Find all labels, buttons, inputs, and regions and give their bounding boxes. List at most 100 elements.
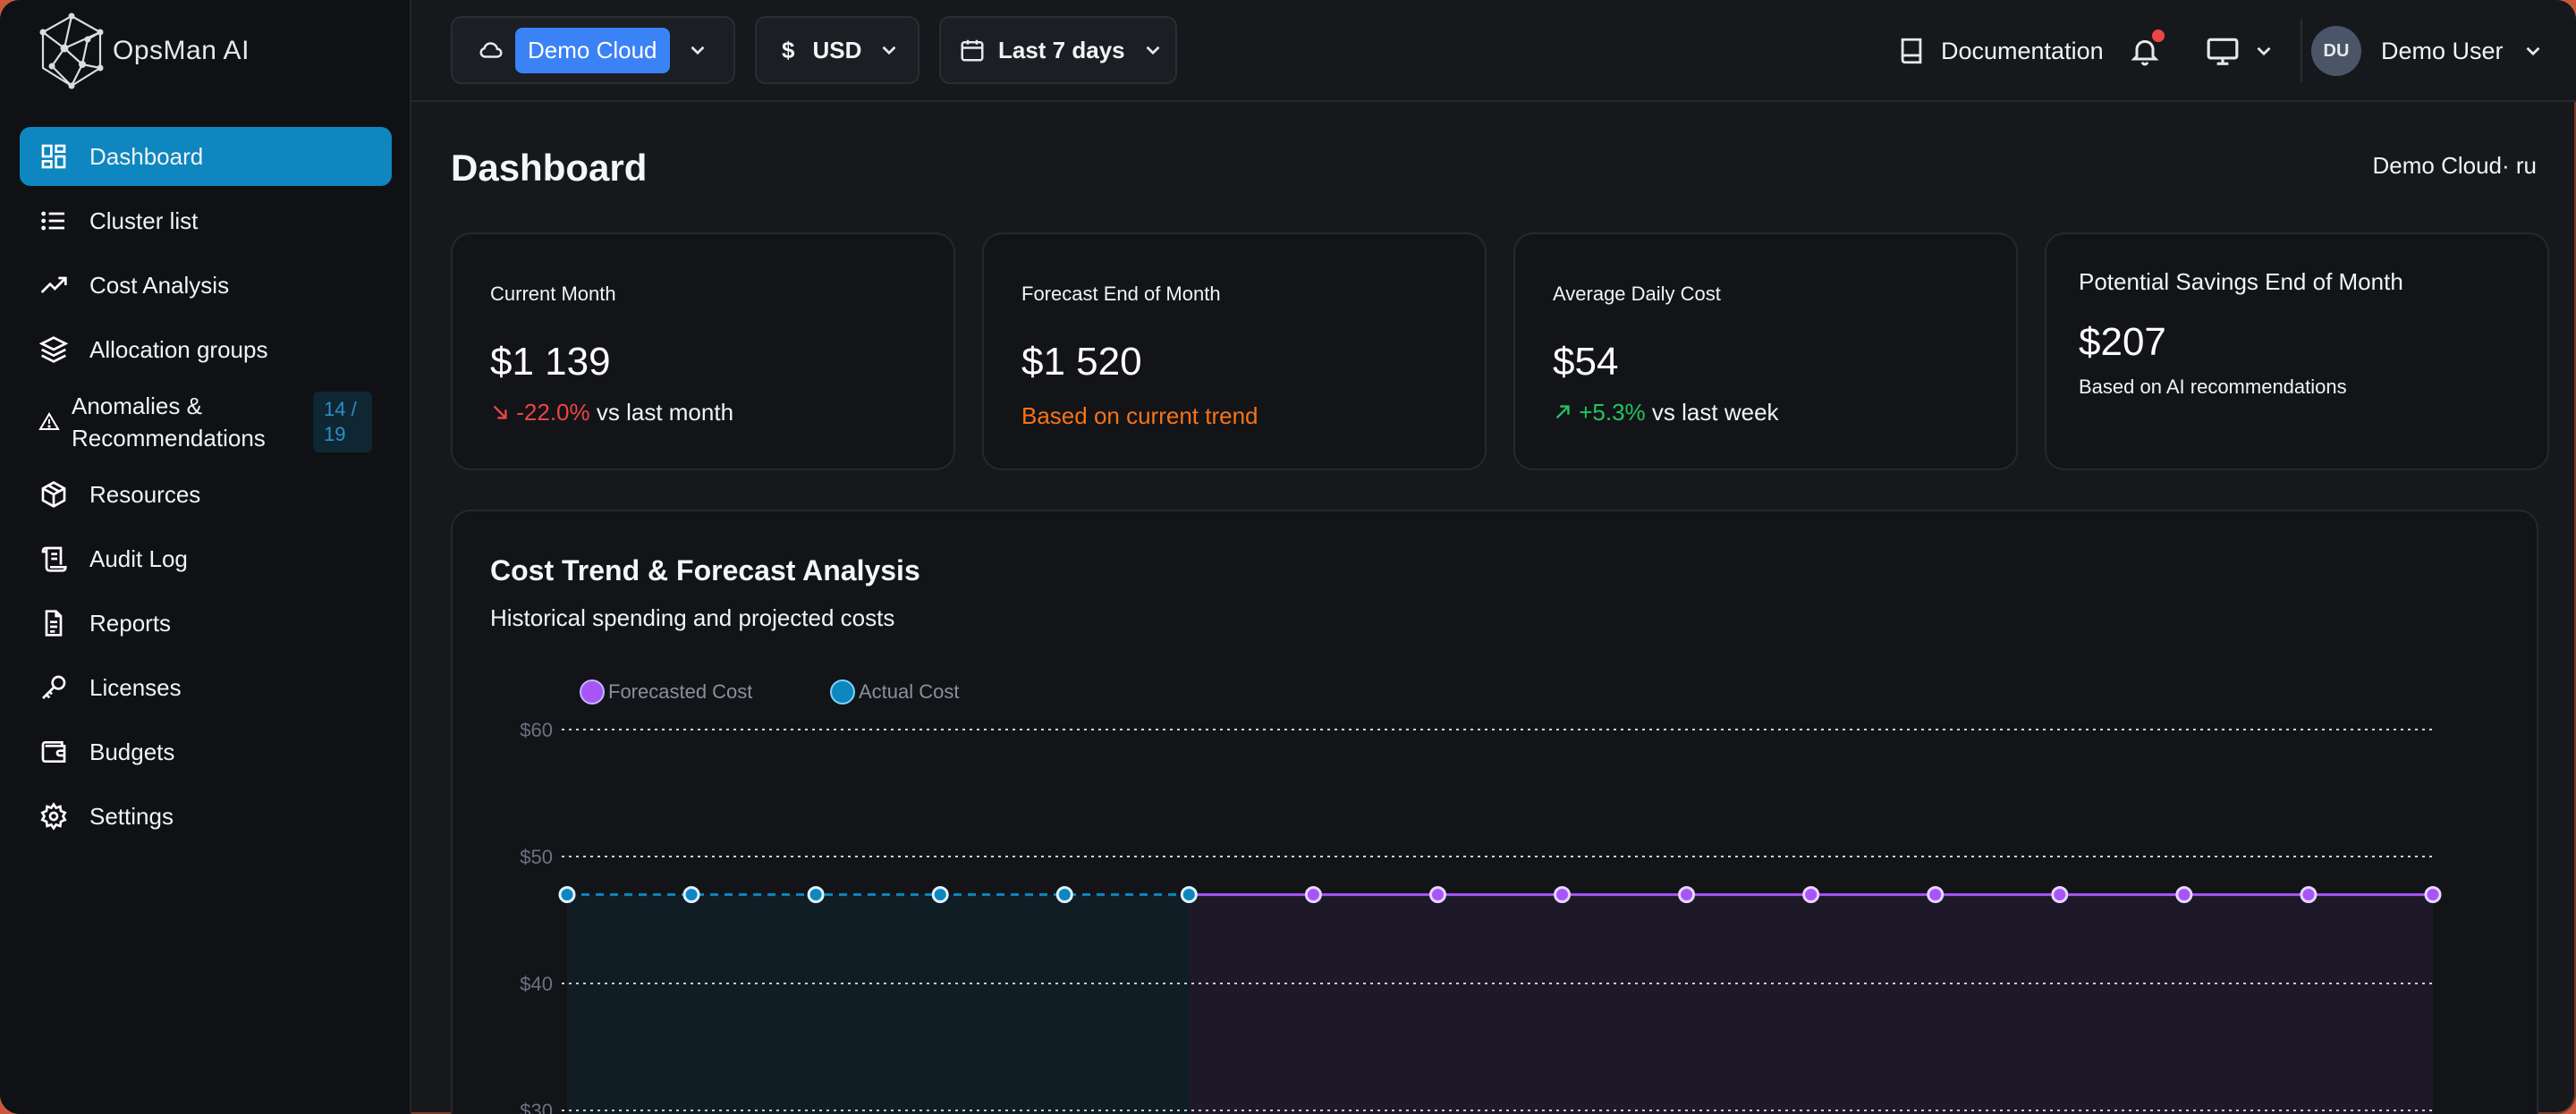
sidebar-item-label: Budgets — [89, 738, 175, 765]
sidebar-item-anomalies[interactable]: Anomalies & Recommendations 14 / 19 — [20, 384, 392, 460]
display-mode-selector[interactable] — [2206, 0, 2275, 102]
sidebar-item-audit-log[interactable]: Audit Log — [20, 529, 392, 588]
actual-point — [558, 886, 576, 904]
date-range-selector[interactable]: Last 7 days — [939, 16, 1177, 84]
sidebar-item-label: Audit Log — [89, 544, 188, 572]
sidebar-item-label: Allocation groups — [89, 335, 268, 363]
forecast-card: Forecast End of Month $1 520 Based on cu… — [982, 232, 1487, 470]
forecast-note: Based on current trend — [1021, 402, 1258, 429]
chevron-down-icon — [2252, 39, 2275, 63]
current-month-card: Current Month $1 139 -22.0% vs last mont… — [451, 232, 955, 470]
sidebar-item-cluster-list[interactable]: Cluster list — [20, 191, 392, 250]
legend-item-actual[interactable]: Actual Cost — [830, 679, 960, 705]
layers-icon — [38, 333, 70, 366]
actual-point — [931, 886, 949, 904]
user-menu[interactable]: DU Demo User — [2311, 0, 2545, 102]
sidebar-item-label: Settings — [89, 802, 174, 830]
delta-value: +5.3% — [1579, 399, 1646, 426]
chevron-down-icon — [1141, 38, 1165, 62]
documentation-label: Documentation — [1941, 37, 2104, 64]
network-logo-icon — [39, 13, 104, 89]
card-note: Based on AI recommendations — [2079, 376, 2347, 398]
wallet-icon — [38, 736, 70, 768]
forecast-point — [1428, 886, 1446, 904]
actual-area — [567, 894, 1190, 1114]
sidebar-item-label: Reports — [89, 609, 172, 637]
legend-label: Forecasted Cost — [608, 680, 753, 703]
arrow-down-right-icon — [490, 401, 510, 428]
chart-title: Cost Trend & Forecast Analysis — [490, 554, 920, 587]
currency-selector[interactable]: $ USD — [755, 16, 919, 84]
legend-swatch — [580, 679, 605, 705]
cost-trend-chart: $60 $50 $40 $30 — [520, 722, 2442, 1114]
card-title: Potential Savings End of Month — [2079, 268, 2403, 295]
sidebar-item-label: Anomalies & Recommendations — [72, 392, 266, 452]
page-title: Dashboard — [451, 147, 648, 189]
date-range-label: Last 7 days — [998, 36, 1125, 63]
selected-cloud-label: Demo Cloud — [515, 27, 670, 73]
user-name: Demo User — [2381, 37, 2504, 64]
dashboard-grid-icon — [38, 140, 70, 173]
page-context: Demo Cloud· ru — [2372, 152, 2537, 179]
legend-item-forecasted[interactable]: Forecasted Cost — [580, 679, 752, 705]
actual-point — [807, 886, 825, 904]
sidebar-item-label: Licenses — [89, 673, 182, 701]
alert-triangle-icon — [38, 406, 61, 438]
monitor-icon — [2206, 34, 2240, 68]
topbar: Demo Cloud $ USD Last 7 days D — [411, 0, 2576, 102]
sidebar: OpsMan AI Dashboard Cluster list Cost An… — [0, 0, 411, 1114]
forecast-point — [1802, 886, 1820, 904]
card-delta: -22.0% vs last month — [490, 399, 733, 428]
sidebar-nav: Dashboard Cluster list Cost Analysis All… — [20, 127, 392, 851]
cost-trend-chart-card: Cost Trend & Forecast Analysis Historica… — [451, 510, 2538, 1114]
y-tick-label: $50 — [520, 846, 553, 868]
sidebar-item-label: Cluster list — [89, 207, 199, 234]
chevron-down-icon — [877, 38, 901, 62]
legend-label: Actual Cost — [859, 680, 960, 703]
dollar-icon: $ — [782, 36, 795, 63]
card-value: $1 520 — [1021, 340, 1142, 384]
sidebar-item-dashboard[interactable]: Dashboard — [20, 127, 392, 186]
card-value: $54 — [1553, 340, 1619, 384]
notifications-button[interactable] — [2129, 0, 2174, 102]
sidebar-item-cost-analysis[interactable]: Cost Analysis — [20, 256, 392, 315]
chevron-down-icon — [2521, 39, 2545, 63]
book-icon — [1896, 36, 1927, 66]
delta-suffix: vs last week — [1651, 399, 1779, 426]
notification-dot — [2152, 30, 2165, 42]
app-logo[interactable]: OpsMan AI — [38, 13, 250, 89]
sidebar-item-settings[interactable]: Settings — [20, 787, 392, 846]
avatar: DU — [2311, 26, 2361, 76]
cloud-selector[interactable]: Demo Cloud — [451, 16, 735, 84]
y-tick-label: $60 — [520, 722, 553, 741]
chevron-down-icon — [686, 38, 709, 62]
card-delta: +5.3% vs last week — [1553, 399, 1779, 428]
sidebar-item-reports[interactable]: Reports — [20, 594, 392, 653]
file-text-icon — [38, 607, 70, 639]
actual-point — [682, 886, 700, 904]
scroll-icon — [38, 543, 70, 575]
potential-savings-card: Potential Savings End of Month $207 Base… — [2045, 232, 2549, 470]
legend-swatch — [830, 679, 855, 705]
sidebar-item-label: Resources — [89, 480, 201, 508]
forecast-point — [1927, 886, 1945, 904]
trending-up-icon — [38, 269, 70, 301]
sidebar-item-label: Dashboard — [89, 142, 204, 170]
sidebar-item-licenses[interactable]: Licenses — [20, 658, 392, 717]
documentation-link[interactable]: Documentation — [1896, 0, 2104, 102]
gear-icon — [38, 800, 70, 832]
topbar-divider — [2301, 20, 2302, 82]
sidebar-item-allocation-groups[interactable]: Allocation groups — [20, 320, 392, 379]
forecast-point — [2424, 886, 2442, 904]
app-name: OpsMan AI — [113, 36, 250, 65]
cloud-icon — [478, 37, 504, 63]
y-tick-label: $30 — [520, 1100, 553, 1114]
sidebar-item-label: Cost Analysis — [89, 271, 230, 299]
card-value: $207 — [2079, 320, 2166, 364]
card-title: Average Daily Cost — [1553, 283, 1721, 305]
forecast-point — [1554, 886, 1572, 904]
sidebar-item-budgets[interactable]: Budgets — [20, 722, 392, 781]
y-tick-label: $40 — [520, 973, 553, 995]
sidebar-item-resources[interactable]: Resources — [20, 465, 392, 524]
